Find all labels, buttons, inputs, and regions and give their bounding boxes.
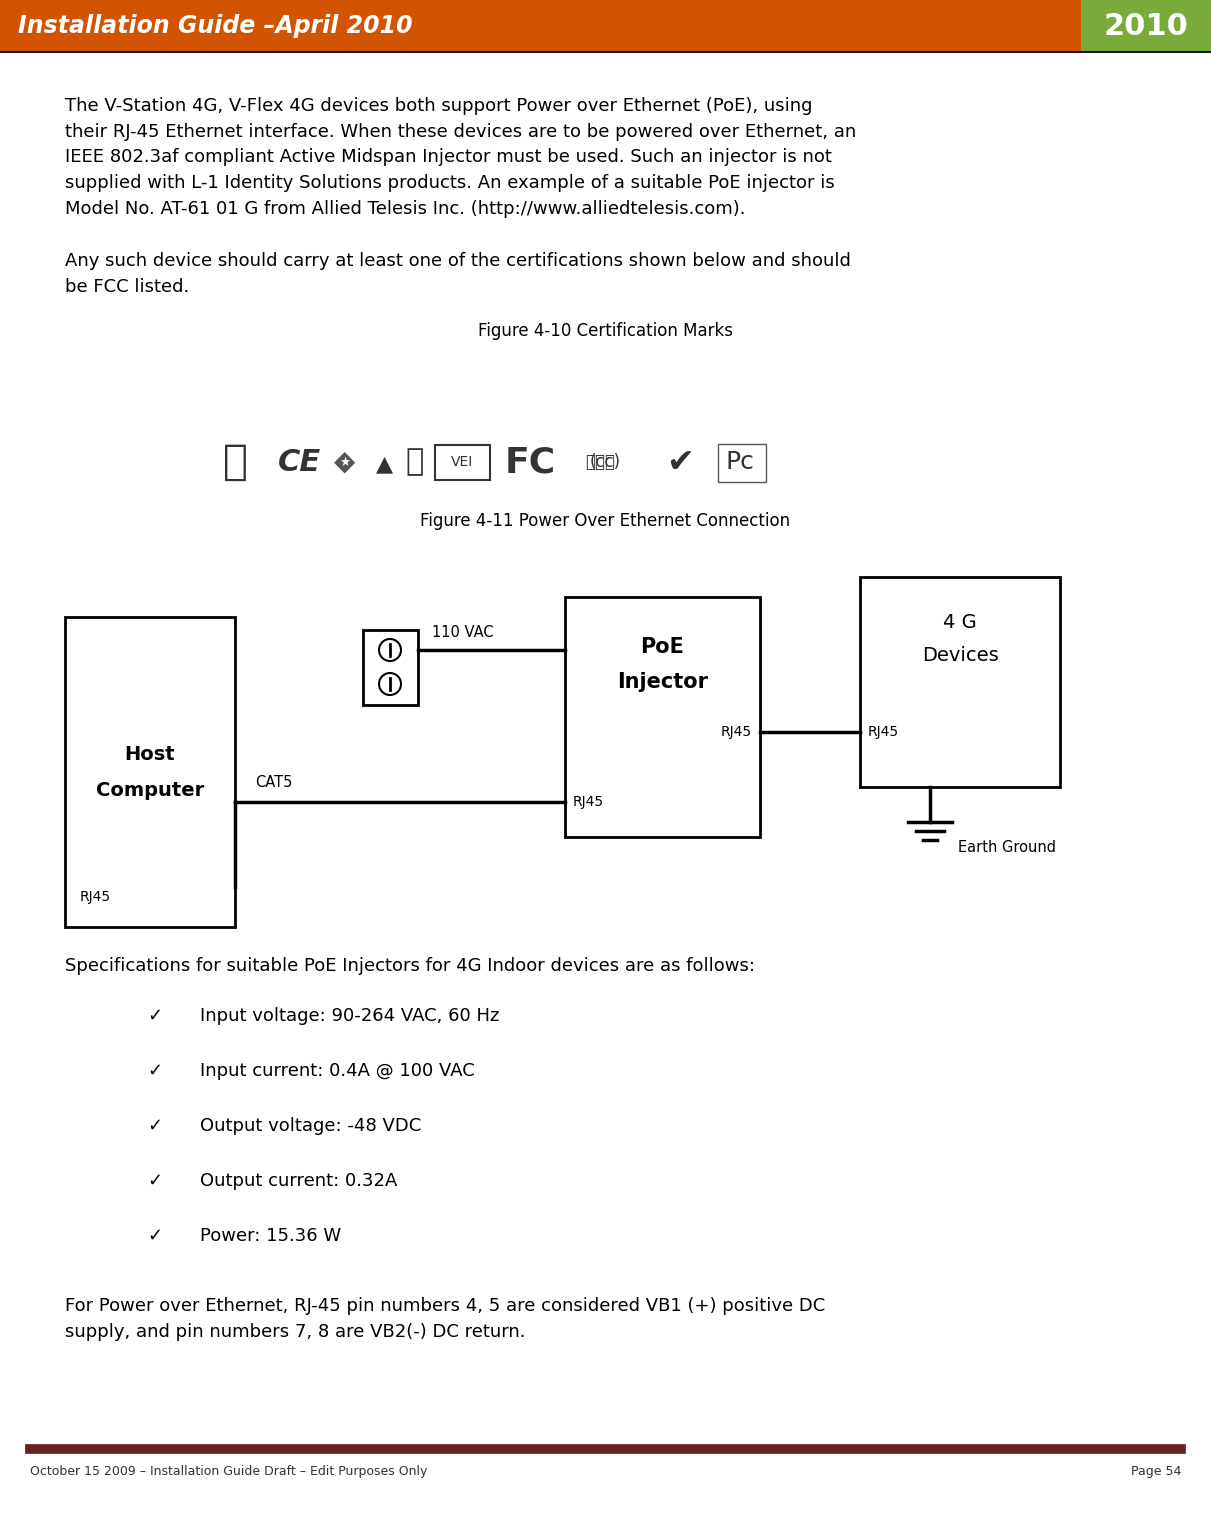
Text: FC: FC [505,444,556,479]
Text: ⓢ: ⓢ [406,448,424,476]
Circle shape [379,639,401,661]
Bar [435,444,490,479]
Text: Pc: Pc [725,451,754,473]
Bar [718,444,767,482]
Text: 2010: 2010 [1103,12,1188,41]
Text: 110 VAC: 110 VAC [432,625,494,640]
Text: October 15 2009 – Installation Guide Draft – Edit Purposes Only: October 15 2009 – Installation Guide Dra… [30,1465,427,1479]
Text: ✓: ✓ [148,1062,162,1080]
Text: CAT5: CAT5 [256,775,292,790]
Text: ✓: ✓ [148,1007,162,1025]
Text: RJ45: RJ45 [80,890,111,904]
Text: RJ45: RJ45 [868,725,899,739]
Text: Output voltage: -48 VDC: Output voltage: -48 VDC [200,1117,421,1135]
Text: Figure 4-10 Certification Marks: Figure 4-10 Certification Marks [477,322,733,340]
Bar [65,617,235,927]
Text: ✓: ✓ [148,1173,162,1189]
Text: Host: Host [125,745,176,763]
Bar [0,0,1211,52]
Text: Injector: Injector [616,672,708,692]
Text: Any such device should carry at least one of the certifications shown below and : Any such device should carry at least on… [65,252,851,296]
Text: ✓: ✓ [148,1117,162,1135]
Text: For Power over Ethernet, RJ-45 pin numbers 4, 5 are considered VB1 (+) positive : For Power over Ethernet, RJ-45 pin numbe… [65,1297,825,1341]
Text: 4 G: 4 G [943,613,977,631]
Text: ★: ★ [339,455,351,469]
Text: VEI: VEI [450,455,474,469]
Text: Earth Ground: Earth Ground [958,839,1056,854]
Text: Installation Guide –April 2010: Installation Guide –April 2010 [18,14,413,38]
Circle shape [379,674,401,695]
Text: (cc): (cc) [590,454,621,470]
Text: PoE: PoE [641,637,684,657]
Text: Output current: 0.32A: Output current: 0.32A [200,1173,397,1189]
Bar [362,630,418,704]
Text: Devices: Devices [922,646,998,664]
Text: Power: 15.36 W: Power: 15.36 W [200,1227,342,1245]
Text: ⒸⒸⒸ: ⒸⒸⒸ [585,454,615,470]
Text: ▲: ▲ [377,454,394,473]
Bar [1081,0,1211,52]
Text: Input current: 0.4A @ 100 VAC: Input current: 0.4A @ 100 VAC [200,1062,475,1080]
Text: Figure 4-11 Power Over Ethernet Connection: Figure 4-11 Power Over Ethernet Connecti… [420,513,790,529]
Text: Ⓤ: Ⓤ [223,441,247,482]
Text: RJ45: RJ45 [573,795,604,809]
Text: ✔: ✔ [666,446,694,478]
Bar [860,576,1060,787]
Text: Page 54: Page 54 [1131,1465,1181,1479]
Text: CE: CE [279,448,322,476]
Bar [566,598,761,837]
Text: Specifications for suitable PoE Injectors for 4G Indoor devices are as follows:: Specifications for suitable PoE Injector… [65,957,754,975]
Text: Computer: Computer [96,781,205,799]
Text: Input voltage: 90-264 VAC, 60 Hz: Input voltage: 90-264 VAC, 60 Hz [200,1007,499,1025]
Text: RJ45: RJ45 [721,725,752,739]
Text: The V-Station 4G, V-Flex 4G devices both support Power over Ethernet (PoE), usin: The V-Station 4G, V-Flex 4G devices both… [65,97,856,218]
Text: ◆: ◆ [334,448,356,476]
Text: ✓: ✓ [148,1227,162,1245]
